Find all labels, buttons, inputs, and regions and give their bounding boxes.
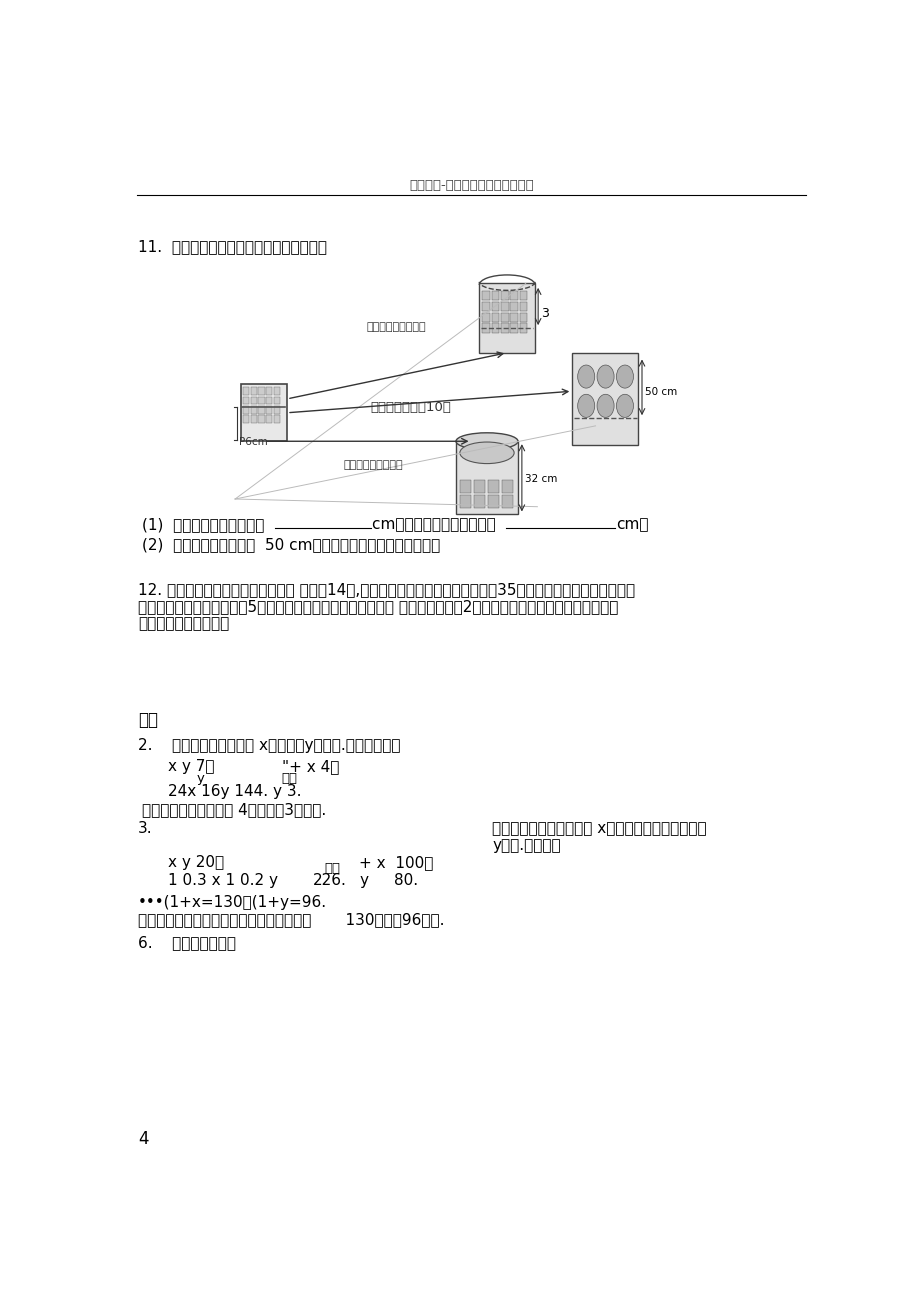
Text: 226.: 226.	[312, 873, 346, 889]
Bar	[510, 302, 517, 311]
Bar	[510, 323, 517, 332]
Text: cm；: cm；	[616, 517, 648, 532]
Text: (2)  如果要使水面上升到  50 cm，应放入大球、小球各多少个？: (2) 如果要使水面上升到 50 cm，应放入大球、小球各多少个？	[142, 537, 440, 551]
Text: 3.: 3.	[138, 821, 153, 835]
Text: 24x 16y 144. y 3.: 24x 16y 144. y 3.	[167, 784, 301, 799]
Bar	[519, 313, 527, 322]
Ellipse shape	[456, 433, 517, 450]
Bar	[243, 405, 249, 413]
Text: + x  100，: + x 100，	[358, 855, 433, 869]
Bar	[258, 396, 265, 404]
Text: 成一个鸡场，其中长比宽多5米；小赵也打算用它围成一个鸡场 ，其中长比宽多2米，谁的设计符合实际，按照他的设: 成一个鸡场，其中长比宽多5米；小赵也打算用它围成一个鸡场 ，其中长比宽多2米，谁…	[138, 599, 618, 614]
Bar	[460, 495, 471, 508]
Bar	[501, 313, 508, 322]
Text: 12. 一个长方形的养鸡场的长边靠墙 ，墙长14米,其他三边用竹篱笆围成，现有长为35米的竹篱笆，小王打算用它围: 12. 一个长方形的养鸡场的长边靠墙 ，墙长14米,其他三边用竹篱笆围成，现有长…	[138, 582, 635, 597]
Text: 放入体积相同的大球: 放入体积相同的大球	[344, 460, 403, 470]
Bar	[482, 302, 490, 311]
Bar	[482, 291, 490, 301]
Bar	[519, 291, 527, 301]
Text: 6.    根据题意，得：: 6. 根据题意，得：	[138, 936, 236, 951]
Ellipse shape	[577, 365, 594, 388]
Bar	[250, 396, 256, 404]
Text: 答案: 答案	[138, 710, 158, 728]
Bar	[487, 495, 499, 508]
Text: x y 20，: x y 20，	[167, 855, 223, 869]
Text: 设去年外来旅游的人数为 x万人，外出旅游的人数为: 设去年外来旅游的人数为 x万人，外出旅游的人数为	[492, 821, 707, 835]
Text: 解得: 解得	[323, 863, 340, 876]
Bar	[510, 313, 517, 322]
Bar	[572, 353, 638, 446]
Bar	[258, 405, 265, 413]
Bar	[240, 383, 287, 442]
Text: 4: 4	[138, 1131, 149, 1148]
Bar	[243, 416, 249, 422]
Text: 答：该市今年外来和外出旅游的人数分别是       130万人和96万人.: 答：该市今年外来和外出旅游的人数分别是 130万人和96万人.	[138, 912, 444, 926]
Text: cm，放入一个大球水面升高: cm，放入一个大球水面升高	[372, 517, 500, 532]
Text: 1 0.3 x 1 0.2 y: 1 0.3 x 1 0.2 y	[167, 873, 278, 889]
Bar	[266, 405, 272, 413]
Text: y万人.由题意得: y万人.由题意得	[492, 838, 561, 852]
Bar	[482, 323, 490, 332]
Bar	[491, 313, 499, 322]
Bar	[456, 442, 517, 515]
Bar	[491, 302, 499, 311]
Bar	[250, 405, 256, 413]
Text: (1)  放入一个小球水面升高: (1) 放入一个小球水面升高	[142, 517, 269, 532]
Bar	[266, 416, 272, 422]
Ellipse shape	[616, 395, 633, 417]
Text: 11.  根据图中给出的信息，解答下列问题：: 11. 根据图中给出的信息，解答下列问题：	[138, 240, 327, 254]
Bar	[243, 387, 249, 395]
Text: P6cm: P6cm	[239, 438, 267, 447]
Text: "+ x 4，: "+ x 4，	[281, 760, 338, 774]
Bar	[460, 480, 471, 493]
Bar	[487, 480, 499, 493]
Ellipse shape	[596, 365, 614, 388]
Ellipse shape	[596, 395, 614, 417]
Text: 答：这天早上该班分到 4件牛奶，3件面包.: 答：这天早上该班分到 4件牛奶，3件面包.	[142, 803, 326, 817]
Text: 解得: 解得	[281, 773, 298, 786]
Bar	[243, 396, 249, 404]
Bar	[501, 480, 513, 493]
Bar	[510, 291, 517, 301]
Bar	[274, 416, 279, 422]
Text: 2.    设这天早上该班分到 x件牛奶，y件面包.根据题意，得: 2. 设这天早上该班分到 x件牛奶，y件面包.根据题意，得	[138, 739, 401, 753]
Bar	[501, 291, 508, 301]
Bar	[482, 313, 490, 322]
Bar	[266, 396, 272, 404]
Ellipse shape	[460, 442, 514, 464]
Bar	[258, 416, 265, 422]
Bar	[519, 302, 527, 311]
Text: x y 7，: x y 7，	[167, 760, 214, 774]
Bar	[491, 323, 499, 332]
Bar	[250, 387, 256, 395]
Text: 放入大球小球共10个: 放入大球小球共10个	[370, 401, 451, 414]
Text: 计，鸡场的面积多大？: 计，鸡场的面积多大？	[138, 616, 229, 631]
Bar	[491, 291, 499, 301]
Text: 80.: 80.	[393, 873, 417, 889]
Ellipse shape	[577, 395, 594, 417]
Bar	[519, 323, 527, 332]
Text: 32 cm: 32 cm	[525, 473, 557, 483]
Bar	[274, 405, 279, 413]
Bar	[479, 284, 535, 353]
Ellipse shape	[616, 365, 633, 388]
Text: •••(1+x=130，(1+y=96.: •••(1+x=130，(1+y=96.	[138, 895, 327, 909]
Text: y: y	[196, 773, 204, 786]
Bar	[274, 387, 279, 395]
Bar	[473, 480, 485, 493]
Bar	[501, 495, 513, 508]
Text: 3: 3	[540, 306, 549, 319]
Bar	[501, 302, 508, 311]
Text: y: y	[358, 873, 368, 889]
Bar	[274, 396, 279, 404]
Text: 放入体积相同的小球: 放入体积相同的小球	[367, 322, 426, 332]
Bar	[501, 323, 508, 332]
Text: 百度文库-让每个人平等地提升自我: 百度文库-让每个人平等地提升自我	[409, 180, 533, 193]
Bar	[250, 416, 256, 422]
Bar	[258, 387, 265, 395]
Bar	[266, 387, 272, 395]
Bar	[473, 495, 485, 508]
Text: 50 cm: 50 cm	[644, 387, 676, 397]
